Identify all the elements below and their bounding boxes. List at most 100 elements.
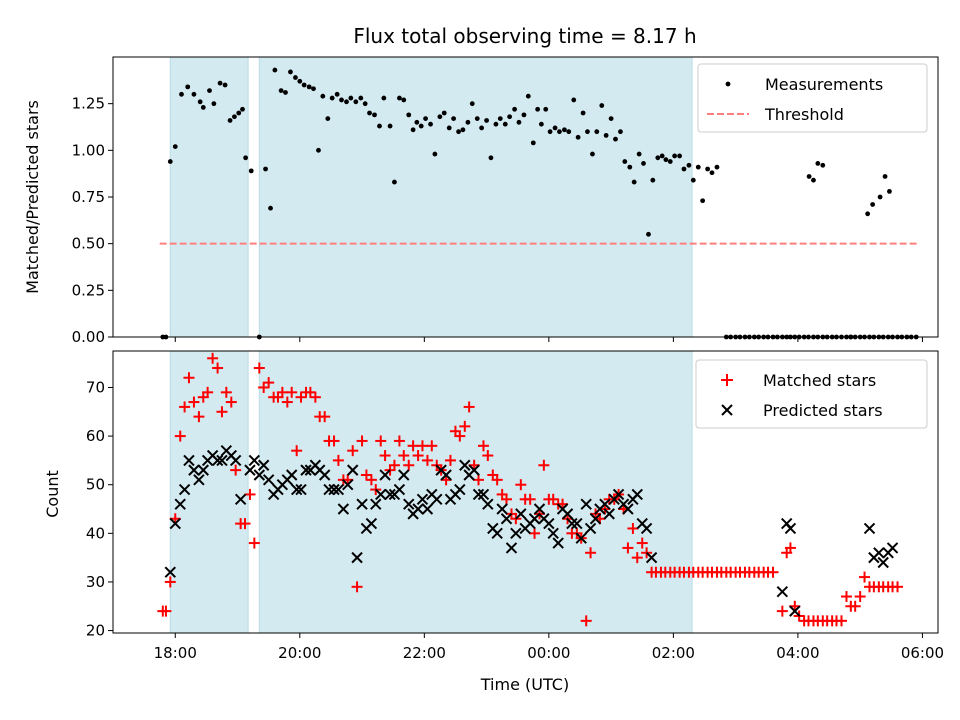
- measurement-point: [521, 112, 527, 118]
- measurement-point: [293, 75, 298, 80]
- predicted-point: [589, 513, 602, 525]
- measurement-point: [222, 82, 228, 88]
- top-y-ticks: 0.00 0.25 0.50 0.75 1.00 1.25: [72, 95, 113, 346]
- predicted-point: [599, 498, 611, 510]
- predicted-point: [229, 454, 242, 467]
- bottom-panel: 20 30 40 50 60 70 18:00 20:00 22:00 00:00 02:00 04…: [43, 350, 944, 694]
- matched-point: [230, 464, 242, 476]
- matched-point: [859, 571, 871, 583]
- predicted-point: [491, 527, 503, 540]
- matched-point: [379, 450, 391, 462]
- predicted-point: [584, 522, 597, 535]
- measurement-point: [497, 116, 503, 121]
- matched-point: [776, 605, 788, 617]
- predicted-point: [510, 527, 522, 540]
- top-y-tick-label: 1.00: [72, 141, 105, 159]
- predicted-point: [468, 464, 480, 476]
- measurement-point: [636, 151, 642, 157]
- predicted-point: [543, 517, 555, 530]
- top-y-tick-label: 0.50: [72, 235, 105, 253]
- measurement-point: [283, 90, 288, 95]
- predicted-point: [197, 464, 209, 476]
- matched-point: [784, 542, 796, 554]
- predicted-point: [416, 493, 429, 506]
- predicted-point: [262, 474, 275, 486]
- measurement-point: [423, 116, 428, 121]
- predicted-point: [622, 503, 634, 515]
- measurement-point: [815, 161, 821, 166]
- measurement-point: [590, 151, 595, 157]
- bottom-legend-box: [695, 359, 928, 429]
- matched-point: [524, 493, 536, 505]
- predicted-point: [547, 527, 559, 540]
- measurement-point: [211, 101, 217, 107]
- measurement-point: [172, 144, 178, 150]
- measurement-point: [543, 106, 549, 112]
- measurement-point: [690, 177, 696, 183]
- measurement-point: [547, 129, 553, 135]
- measurement-point: [535, 106, 541, 112]
- matched-point: [854, 591, 866, 603]
- measurement-point: [278, 88, 284, 93]
- measurement-point: [334, 91, 340, 97]
- top-shaded-interval: [169, 56, 249, 338]
- measurement-point: [185, 84, 191, 90]
- predicted-point: [188, 464, 200, 476]
- measurement-point: [516, 119, 522, 125]
- bottom-y-tick-label: 20: [86, 622, 105, 640]
- measurement-points: [160, 67, 919, 340]
- top-x-ticks: [174, 337, 923, 342]
- matched-point: [304, 386, 316, 398]
- measurement-point: [446, 125, 452, 131]
- top-legend-box: [697, 63, 928, 133]
- matched-point: [193, 411, 205, 423]
- measurement-point: [465, 119, 471, 125]
- matched-point: [164, 576, 176, 588]
- measurement-point: [594, 129, 600, 135]
- bottom-shaded-intervals: [169, 350, 693, 634]
- predicted-point: [575, 532, 587, 544]
- measurement-point: [387, 123, 393, 129]
- measurement-point: [329, 95, 335, 101]
- matched-point: [463, 401, 475, 413]
- predicted-point: [863, 522, 876, 535]
- measurement-point: [344, 99, 349, 105]
- measurement-point: [227, 118, 233, 123]
- matched-point: [426, 440, 438, 452]
- legend-predicted-label: Predicted stars: [763, 401, 883, 420]
- matched-point: [412, 450, 424, 462]
- predicted-point: [552, 537, 564, 549]
- matched-point: [501, 493, 513, 505]
- measurement-point: [538, 121, 544, 127]
- measurement-point: [240, 106, 245, 112]
- predicted-point: [528, 513, 541, 525]
- x-axis-label: Time (UTC): [480, 675, 569, 694]
- measurement-point: [599, 103, 605, 108]
- predicted-point: [877, 556, 889, 569]
- measurement-point: [557, 129, 562, 135]
- bottom-y-tick-label: 70: [86, 378, 105, 396]
- predicted-point: [183, 454, 195, 467]
- top-shaded-interval: [258, 56, 693, 338]
- predicted-point: [347, 464, 359, 476]
- measurement-point: [179, 91, 184, 97]
- measurement-point: [339, 97, 344, 103]
- chart-title: Flux total observing time = 8.17 h: [353, 24, 696, 48]
- measurement-point: [887, 189, 892, 194]
- measurement-point: [381, 95, 387, 101]
- measurement-point: [167, 159, 173, 164]
- matched-point: [179, 401, 191, 413]
- measurement-point: [627, 164, 633, 170]
- predicted-point: [500, 513, 513, 525]
- measurement-point: [484, 118, 489, 123]
- measurement-point: [714, 164, 720, 170]
- matched-point: [220, 386, 232, 398]
- predicted-point: [370, 498, 382, 510]
- matched-point: [207, 352, 219, 364]
- bottom-x-tick-label: 22:00: [403, 644, 446, 662]
- predicted-point: [323, 483, 335, 496]
- measurement-point: [367, 110, 372, 116]
- measurement-point: [236, 110, 242, 116]
- predicted-point: [234, 493, 247, 506]
